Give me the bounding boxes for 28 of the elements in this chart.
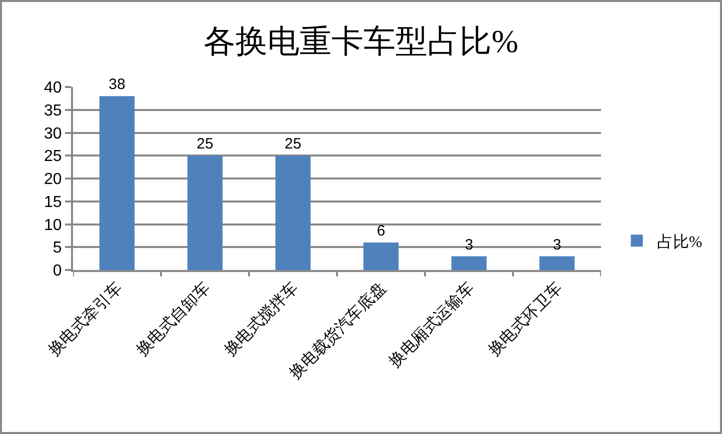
- x-tick-label: 换电式自卸车: [132, 278, 214, 360]
- legend-label: 占比%: [656, 232, 702, 251]
- x-tick-label: 换电式搅拌车: [220, 278, 302, 360]
- chart-title: 各换电重卡车型占比%: [204, 22, 518, 59]
- data-label: 38: [108, 76, 126, 94]
- y-tick-label: 15: [44, 194, 62, 211]
- data-label: 3: [464, 236, 474, 254]
- y-tick-label: 40: [44, 80, 62, 97]
- y-tick-label: 10: [44, 216, 62, 234]
- y-tick-label: 30: [44, 125, 62, 142]
- data-label: 25: [196, 136, 214, 153]
- y-tick-label: 25: [44, 148, 62, 166]
- bar: [99, 96, 135, 270]
- bar: [275, 156, 311, 270]
- data-label: 3: [552, 236, 562, 254]
- bar: [363, 242, 399, 270]
- y-tick-label: 35: [44, 102, 62, 120]
- y-tick-label: 5: [52, 240, 62, 257]
- x-tick-label: 换电式牵引车: [44, 278, 126, 360]
- data-label: 6: [376, 222, 386, 240]
- y-tick-label: 20: [44, 171, 62, 188]
- data-label: 25: [284, 136, 302, 153]
- bar: [451, 256, 487, 270]
- bar: [539, 256, 575, 270]
- bar: [187, 156, 223, 270]
- x-tick-label: 换电厢式运输车: [386, 278, 478, 371]
- x-tick-label: 换电式环卫车: [484, 278, 566, 360]
- y-tick-label: 0: [52, 262, 62, 280]
